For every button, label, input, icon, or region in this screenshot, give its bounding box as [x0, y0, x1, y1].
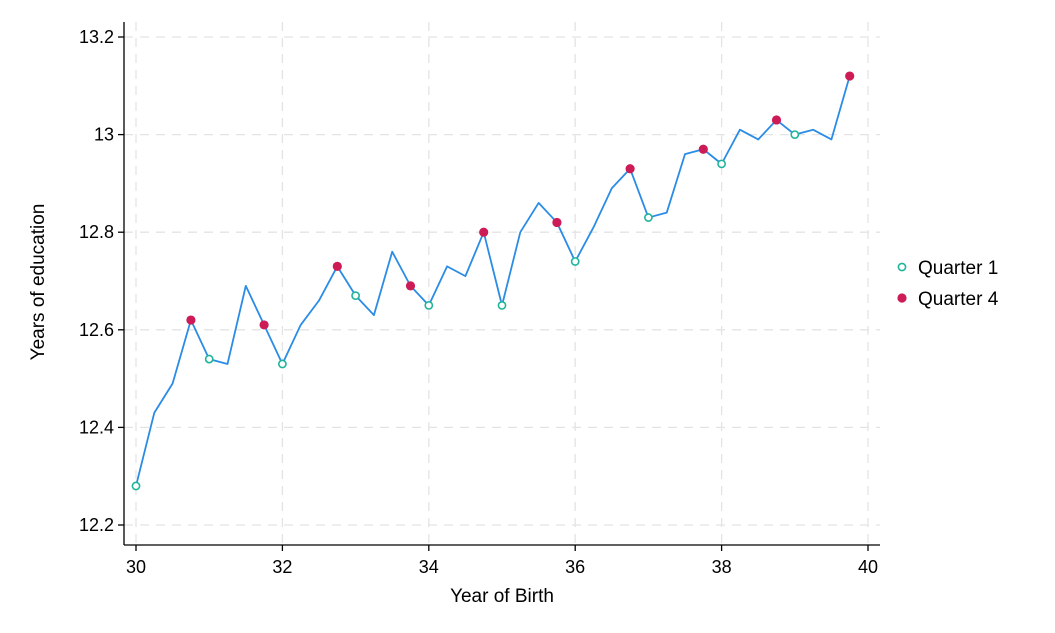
x-tick-label: 30 — [126, 557, 146, 577]
legend-marker-quarter-4 — [897, 293, 907, 303]
x-tick-label: 34 — [419, 557, 439, 577]
marker-quarter-4 — [259, 320, 269, 330]
x-tick-label: 40 — [858, 557, 878, 577]
y-tick-label: 12.6 — [79, 320, 114, 340]
legend-label-quarter-1: Quarter 1 — [918, 258, 998, 279]
y-axis-title: Years of education — [28, 204, 49, 361]
y-tick-label: 12.8 — [79, 222, 114, 242]
marker-quarter-4 — [698, 144, 708, 154]
marker-quarter-4 — [405, 281, 416, 291]
grid — [124, 22, 880, 545]
marker-quarter-1 — [717, 159, 726, 169]
marker-quarter-4 — [552, 217, 562, 228]
x-tick-label: 36 — [565, 557, 585, 577]
marker-quarter-1 — [644, 213, 653, 222]
marker-quarter-1 — [351, 291, 360, 301]
y-tick-label: 12.4 — [79, 417, 114, 437]
y-tick-label: 13.2 — [79, 27, 114, 47]
x-axis-title: Year of Birth — [450, 586, 554, 607]
marker-quarter-1 — [424, 300, 434, 310]
marker-quarter-4 — [479, 227, 489, 237]
marker-quarter-1 — [497, 300, 507, 310]
marker-quarter-1 — [790, 130, 800, 139]
y-axis-ticks: 12.2 12.4 12.6 12.8 13 13.2 — [79, 27, 124, 535]
marker-quarter-4 — [771, 115, 782, 125]
y-tick-label: 13 — [94, 125, 114, 145]
series-line — [135, 75, 851, 487]
series-layer — [131, 71, 855, 491]
y-tick-label: 12.2 — [79, 515, 114, 535]
x-axis-ticks: 30 32 34 36 38 40 — [126, 545, 878, 577]
marker-quarter-4 — [186, 315, 196, 325]
marker-quarter-4 — [845, 71, 855, 81]
legend-label-quarter-4: Quarter 4 — [918, 289, 999, 310]
legend: Quarter 1 Quarter 4 — [897, 258, 999, 310]
x-tick-label: 32 — [272, 557, 292, 577]
marker-quarter-1 — [570, 257, 580, 266]
marker-quarter-1 — [277, 359, 287, 369]
marker-quarter-4 — [625, 164, 635, 174]
marker-quarter-1 — [131, 481, 141, 491]
marker-quarter-4 — [332, 261, 342, 271]
marker-quarter-1 — [204, 354, 214, 364]
legend-marker-quarter-1 — [897, 262, 907, 272]
x-tick-label: 38 — [712, 557, 732, 577]
